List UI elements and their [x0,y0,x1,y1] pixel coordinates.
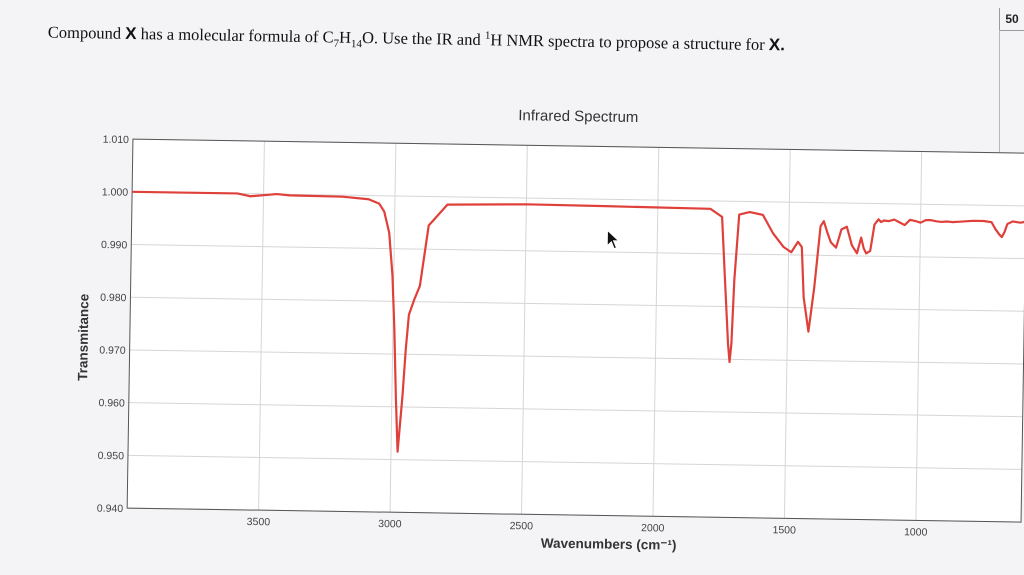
y-gridline [127,454,1022,470]
y-tick-label: 1.010 [103,134,130,146]
x-tick-label: 3500 [247,516,271,528]
x-tick-label: 3000 [378,518,402,530]
y-tick-label: 0.960 [98,397,125,409]
y-gridline [130,296,1024,312]
x-gridline [389,143,397,513]
chart-title: Infrared Spectrum [518,107,638,126]
y-gridline [129,349,1024,365]
y-tick-label: 0.980 [100,292,127,304]
y-tick-label: 1.000 [102,186,129,198]
page-number-badge: 50 [999,8,1024,31]
x-axis-label: Wavenumbers (cm⁻¹) [541,536,677,553]
x-gridline [915,151,923,521]
x-tick-label: 1000 [904,526,928,538]
y-tick-label: 0.990 [101,239,128,251]
x-tick-label: 2000 [641,522,665,534]
x-tick-label: 2500 [510,520,534,532]
y-gridline [131,244,1024,260]
x-gridline [652,147,660,517]
x-tick-label: 1500 [772,524,796,536]
spectrum-line [132,190,1024,453]
plot-area [127,139,1024,523]
y-gridline [128,402,1023,418]
y-tick-label: 0.940 [97,503,124,515]
x-gridline [783,149,791,519]
x-gridline [258,141,265,511]
mouse-cursor-icon [606,229,620,250]
x-gridline [521,145,528,515]
y-tick-label: 0.950 [98,450,125,462]
y-tick-label: 0.970 [99,344,126,356]
y-axis-label: Transmitance [75,293,91,381]
